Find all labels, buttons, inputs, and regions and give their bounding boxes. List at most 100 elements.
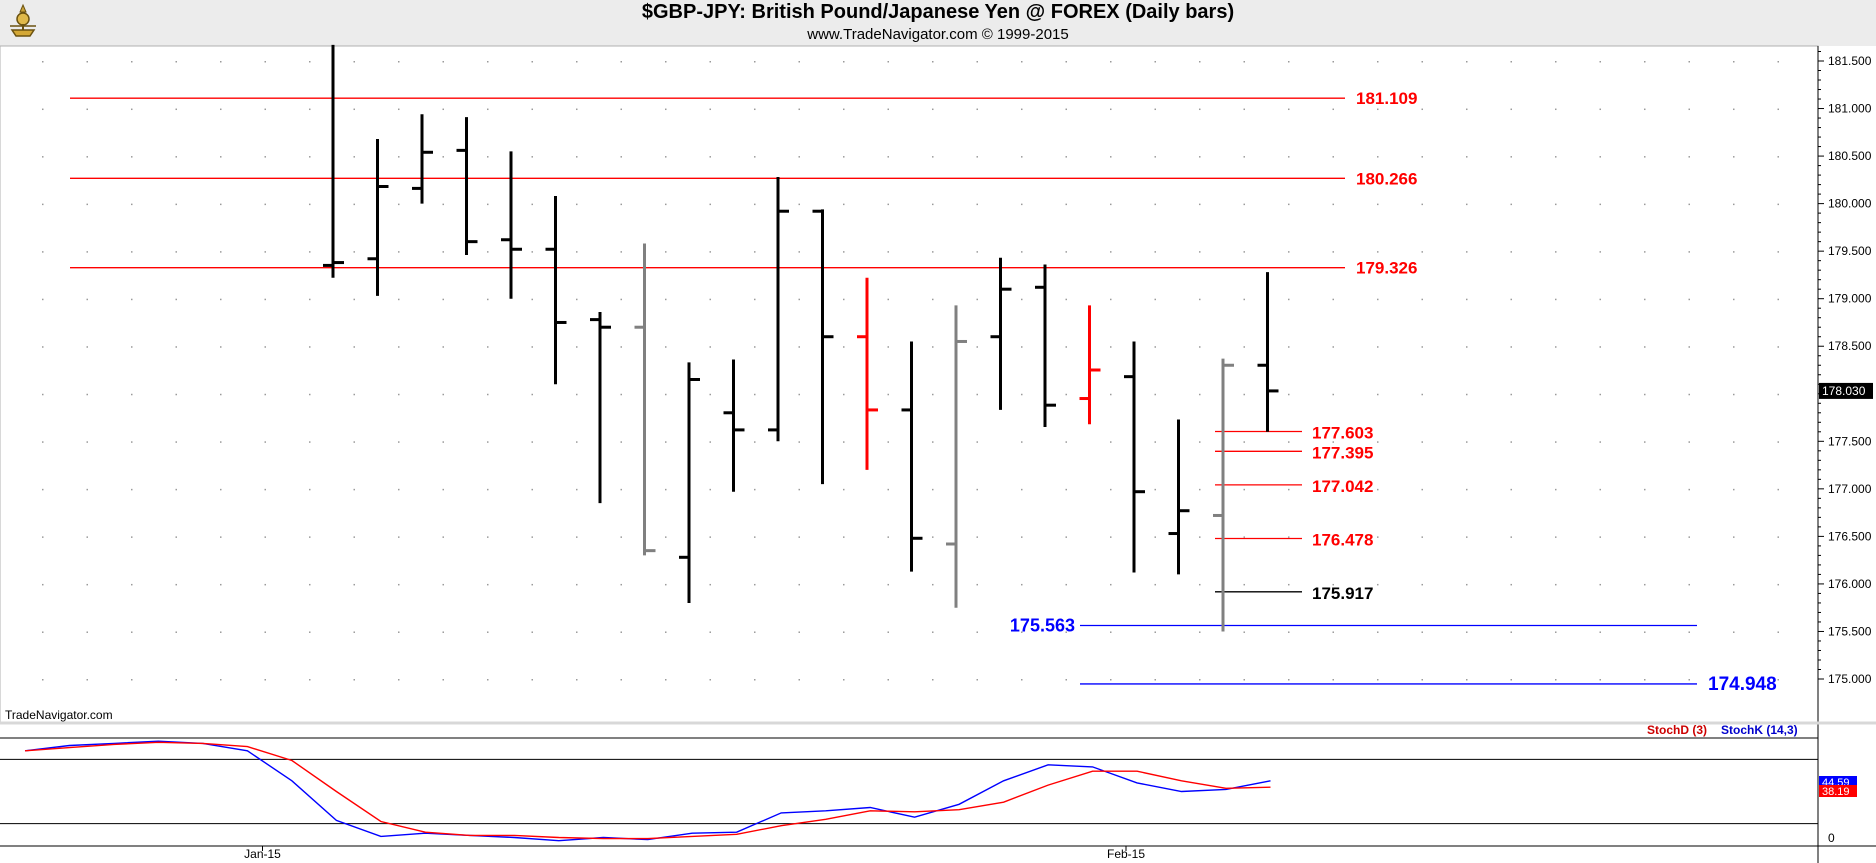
grid-dot bbox=[1021, 631, 1023, 633]
grid-dot bbox=[887, 346, 889, 348]
grid-dot bbox=[1243, 441, 1245, 443]
grid-dot bbox=[1288, 583, 1290, 586]
grid-dot bbox=[887, 441, 889, 443]
ohlc-bar bbox=[412, 114, 433, 204]
grid-dot bbox=[309, 679, 311, 681]
level-label: 175.563 bbox=[1010, 615, 1075, 635]
grid-dot bbox=[798, 679, 800, 681]
grid-dot bbox=[1466, 679, 1468, 681]
grid-dot bbox=[1021, 203, 1023, 206]
grid-dot bbox=[1243, 251, 1245, 253]
grid-dot bbox=[1377, 251, 1379, 253]
grid-dot bbox=[754, 631, 756, 633]
grid-dot bbox=[42, 108, 44, 111]
grid-dot bbox=[798, 61, 800, 63]
grid-dot bbox=[86, 631, 88, 633]
grid-dot bbox=[1154, 61, 1156, 63]
grid-dot bbox=[309, 108, 311, 111]
grid-dot bbox=[1154, 156, 1156, 158]
grid-dot bbox=[665, 583, 667, 586]
grid-dot bbox=[1688, 488, 1690, 491]
ohlc-bar bbox=[456, 117, 478, 255]
grid-dot bbox=[1510, 488, 1512, 491]
grid-dot bbox=[86, 298, 88, 301]
stochastic-y-label: 0 bbox=[1828, 831, 1835, 845]
grid-dot bbox=[1154, 536, 1156, 538]
y-tick-label: 175.000 bbox=[1828, 672, 1872, 686]
grid-dot bbox=[442, 679, 444, 681]
level-label: 175.917 bbox=[1312, 584, 1373, 603]
chart-subtitle: www.TradeNavigator.com © 1999-2015 bbox=[807, 26, 1069, 43]
grid-dot bbox=[709, 393, 711, 396]
grid-dot bbox=[1199, 583, 1201, 586]
grid-dot bbox=[1065, 298, 1067, 301]
grid-dot bbox=[1110, 251, 1112, 253]
grid-dot bbox=[1555, 583, 1557, 586]
grid-dot bbox=[531, 631, 533, 633]
grid-dot bbox=[754, 679, 756, 681]
grid-dot bbox=[620, 61, 622, 63]
grid-dot bbox=[442, 108, 444, 111]
grid-dot bbox=[1154, 488, 1156, 491]
grid-dot bbox=[1777, 393, 1779, 396]
grid-dot bbox=[1021, 298, 1023, 301]
grid-dot bbox=[1065, 488, 1067, 491]
grid-dot bbox=[1021, 393, 1023, 396]
stoch-d-line bbox=[24, 741, 1271, 840]
grid-dot bbox=[843, 156, 845, 158]
grid-dot bbox=[353, 61, 355, 63]
grid-dot bbox=[264, 298, 266, 301]
grid-dot bbox=[131, 393, 133, 396]
grid-dot bbox=[442, 203, 444, 206]
grid-dot bbox=[1777, 251, 1779, 253]
y-tick-label: 179.000 bbox=[1828, 292, 1872, 306]
grid-dot bbox=[1110, 441, 1112, 443]
ohlc-bar bbox=[367, 138, 389, 296]
grid-dot bbox=[1154, 631, 1156, 633]
grid-dot bbox=[1421, 583, 1423, 586]
grid-dot bbox=[131, 441, 133, 443]
grid-dot bbox=[887, 583, 889, 586]
grid-dot bbox=[798, 631, 800, 633]
grid-dot bbox=[1110, 156, 1112, 158]
grid-dot bbox=[1110, 679, 1112, 681]
grid-dot bbox=[665, 679, 667, 681]
grid-dot bbox=[665, 251, 667, 253]
grid-dot bbox=[754, 203, 756, 206]
grid-dot bbox=[1021, 536, 1023, 538]
ohlc-bar bbox=[990, 257, 1012, 410]
ohlc-bar bbox=[768, 176, 789, 442]
grid-dot bbox=[531, 536, 533, 538]
grid-dot bbox=[1377, 583, 1379, 586]
grid-dot bbox=[1733, 108, 1735, 111]
ohlc-bar bbox=[901, 341, 923, 572]
level-label: 179.326 bbox=[1356, 259, 1417, 278]
grid-dot bbox=[665, 61, 667, 63]
level-label: 177.042 bbox=[1312, 477, 1373, 496]
grid-dot bbox=[353, 346, 355, 348]
grid-dot bbox=[1154, 679, 1156, 681]
grid-dot bbox=[398, 679, 400, 681]
grid-dot bbox=[665, 536, 667, 538]
grid-dot bbox=[932, 583, 934, 586]
grid-dot bbox=[86, 441, 88, 443]
grid-dot bbox=[1688, 108, 1690, 111]
grid-dot bbox=[1065, 251, 1067, 253]
grid-dot bbox=[353, 393, 355, 396]
grid-dot bbox=[1510, 251, 1512, 253]
grid-dot bbox=[309, 346, 311, 348]
grid-dot bbox=[442, 536, 444, 538]
grid-dot bbox=[620, 298, 622, 301]
grid-dot bbox=[620, 156, 622, 158]
grid-dot bbox=[42, 156, 44, 158]
grid-dot bbox=[620, 346, 622, 348]
y-tick-label: 176.500 bbox=[1828, 529, 1872, 543]
grid-dot bbox=[1733, 346, 1735, 348]
grid-dot bbox=[1288, 536, 1290, 538]
ohlc-bar bbox=[1213, 358, 1234, 632]
grid-dot bbox=[42, 631, 44, 633]
grid-dot bbox=[398, 583, 400, 586]
grid-dot bbox=[754, 583, 756, 586]
grid-dot bbox=[86, 393, 88, 396]
grid-dot bbox=[1510, 536, 1512, 538]
